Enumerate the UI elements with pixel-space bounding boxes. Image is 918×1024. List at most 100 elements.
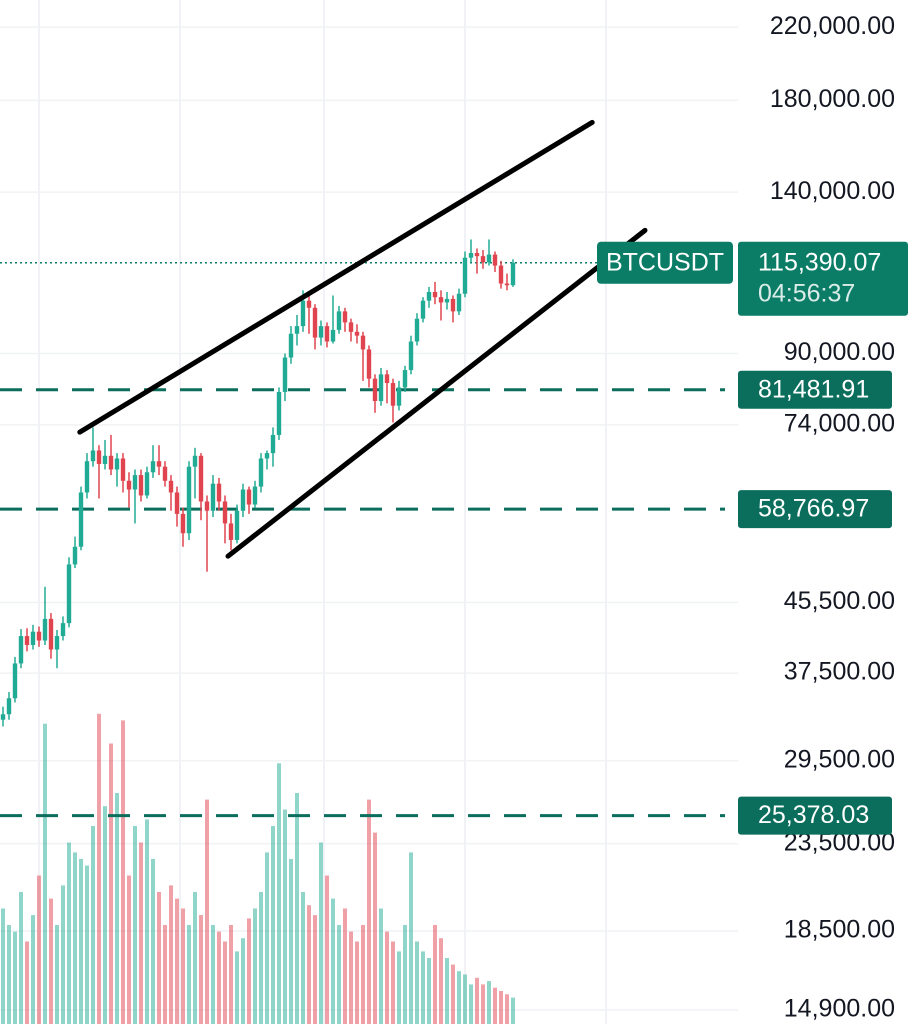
volume-bar: [181, 908, 185, 1024]
y-tick-label: 220,000.00: [770, 12, 895, 40]
candle-body: [360, 335, 366, 350]
volume-bar: [487, 981, 491, 1024]
volume-bar: [481, 984, 485, 1024]
volume-bar: [451, 964, 455, 1024]
candle-body: [486, 254, 492, 263]
candle-body: [456, 293, 462, 312]
volume-bar: [433, 925, 437, 1024]
candle-body: [276, 391, 282, 435]
candle-body: [342, 311, 348, 323]
candle-body: [198, 455, 204, 502]
candle-body: [138, 475, 144, 496]
candle-body: [174, 492, 180, 514]
volume-bar: [307, 905, 311, 1024]
candle-body: [414, 318, 420, 342]
candle-body: [216, 483, 222, 502]
volume-bar: [19, 892, 23, 1024]
volume-bar: [235, 951, 239, 1024]
volume-bar: [127, 875, 131, 1024]
candle-body: [228, 523, 234, 540]
volume-bar: [133, 826, 137, 1024]
volume-bar: [43, 723, 47, 1024]
volume-bar: [145, 819, 149, 1024]
volume-bar: [469, 984, 473, 1024]
candle-body: [84, 461, 90, 493]
candle-body: [336, 311, 342, 330]
candle-body: [180, 513, 186, 534]
volume-bar: [313, 915, 317, 1024]
candle-body: [270, 434, 276, 454]
volume-bar: [73, 852, 77, 1024]
candle-body: [294, 326, 300, 334]
y-tick-label: 180,000.00: [770, 85, 895, 113]
volume-bar: [337, 925, 341, 1024]
trend-line: [77, 119, 595, 435]
candle-body: [300, 300, 306, 327]
volume-bar: [187, 925, 191, 1024]
volume-bar: [103, 806, 107, 1024]
candle-body: [372, 378, 378, 402]
volume-bar: [475, 977, 479, 1024]
volume-bar: [49, 898, 53, 1024]
candle-body: [492, 254, 498, 266]
volume-bar: [37, 875, 41, 1024]
candle-body: [6, 698, 12, 715]
candle-body: [348, 322, 354, 332]
volume-bar: [199, 915, 203, 1024]
volume-bar: [31, 915, 35, 1024]
candle-body: [144, 472, 150, 496]
volume-bar: [151, 859, 155, 1024]
volume-bar: [121, 720, 125, 1024]
volume-bar: [61, 885, 65, 1024]
volume-bar: [205, 799, 209, 1024]
volume-bar: [109, 743, 113, 1024]
candle-body: [102, 455, 108, 464]
candle-body: [78, 492, 84, 547]
symbol-box: [597, 241, 733, 284]
candle-body: [240, 489, 246, 511]
volume-bar: [91, 826, 95, 1024]
candle-body: [498, 265, 504, 284]
volume-bar: [7, 925, 11, 1024]
candle-body: [66, 564, 72, 624]
volume-bar: [343, 908, 347, 1024]
volume-bar: [295, 793, 299, 1024]
volume-bar: [463, 974, 467, 1024]
volume-bar: [211, 925, 215, 1024]
candle-body: [96, 450, 102, 464]
candle-body: [510, 262, 516, 286]
candle-body: [54, 636, 60, 650]
y-tick-label: 14,900.00: [784, 995, 895, 1023]
y-tick-label: 90,000.00: [784, 338, 895, 366]
candle-body: [444, 298, 450, 303]
volume-bar: [331, 898, 335, 1024]
volume-bar: [403, 925, 407, 1024]
countdown-label: 04:56:37: [758, 279, 855, 307]
candle-body: [150, 461, 156, 473]
candle-body: [432, 292, 438, 298]
volume-bar: [97, 713, 101, 1024]
candle-body: [120, 458, 126, 481]
level-label-box: [738, 796, 892, 835]
volume-bar: [265, 852, 269, 1024]
candle-body: [462, 257, 468, 294]
volume-bar: [55, 925, 59, 1024]
candle-body: [222, 501, 228, 524]
volume-bar: [289, 859, 293, 1024]
candle-body: [60, 623, 66, 637]
candle-body: [330, 329, 336, 342]
volume-bar: [229, 925, 233, 1024]
volume-bar: [445, 958, 449, 1024]
candle-body: [12, 663, 18, 699]
candle-body: [246, 489, 252, 505]
candle-body: [450, 298, 456, 312]
volume-bar: [427, 958, 431, 1024]
volume-bar: [253, 908, 257, 1024]
y-tick-label: 37,500.00: [784, 658, 895, 686]
candle-body: [0, 714, 6, 720]
candle-body: [264, 453, 270, 459]
volume-bar: [277, 763, 281, 1024]
level-label-box: [738, 370, 892, 409]
candle-body: [366, 349, 372, 379]
